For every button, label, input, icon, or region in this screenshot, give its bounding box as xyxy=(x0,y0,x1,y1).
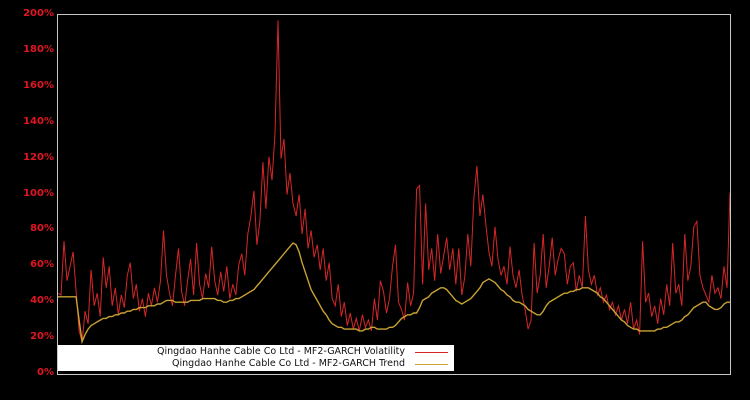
legend-swatch-trend-line xyxy=(415,363,448,365)
plot-svg xyxy=(58,20,730,345)
legend-entry-trend: Qingdao Hanhe Cable Co Ltd - MF2-GARCH T… xyxy=(58,358,454,370)
y-axis-tick-label: 160% xyxy=(23,80,54,91)
legend-label: Qingdao Hanhe Cable Co Ltd - MF2-GARCH T… xyxy=(172,358,405,369)
legend-entry-volatility: Qingdao Hanhe Cable Co Ltd - MF2-GARCH V… xyxy=(58,346,454,358)
legend-swatch-volatility-line xyxy=(415,351,448,353)
y-axis-tick-label: 80% xyxy=(30,223,54,234)
y-axis-tick-label: 100% xyxy=(23,188,54,199)
y-axis-tick-label: 20% xyxy=(30,331,54,342)
legend: Qingdao Hanhe Cable Co Ltd - MF2-GARCH V… xyxy=(58,345,454,371)
trend-line xyxy=(58,242,730,345)
y-axis-tick-label: 140% xyxy=(23,116,54,127)
y-axis-tick-label: 180% xyxy=(23,44,54,55)
y-axis-tick-label: 60% xyxy=(30,259,54,270)
y-axis-tick-label: 40% xyxy=(30,295,54,306)
y-axis-tick-label: 200% xyxy=(23,8,54,19)
y-axis-tick-label: 120% xyxy=(23,152,54,163)
volatility-line xyxy=(58,20,730,342)
plot-area xyxy=(57,14,731,375)
y-axis-tick-label: 0% xyxy=(37,367,54,378)
legend-label: Qingdao Hanhe Cable Co Ltd - MF2-GARCH V… xyxy=(157,346,405,357)
